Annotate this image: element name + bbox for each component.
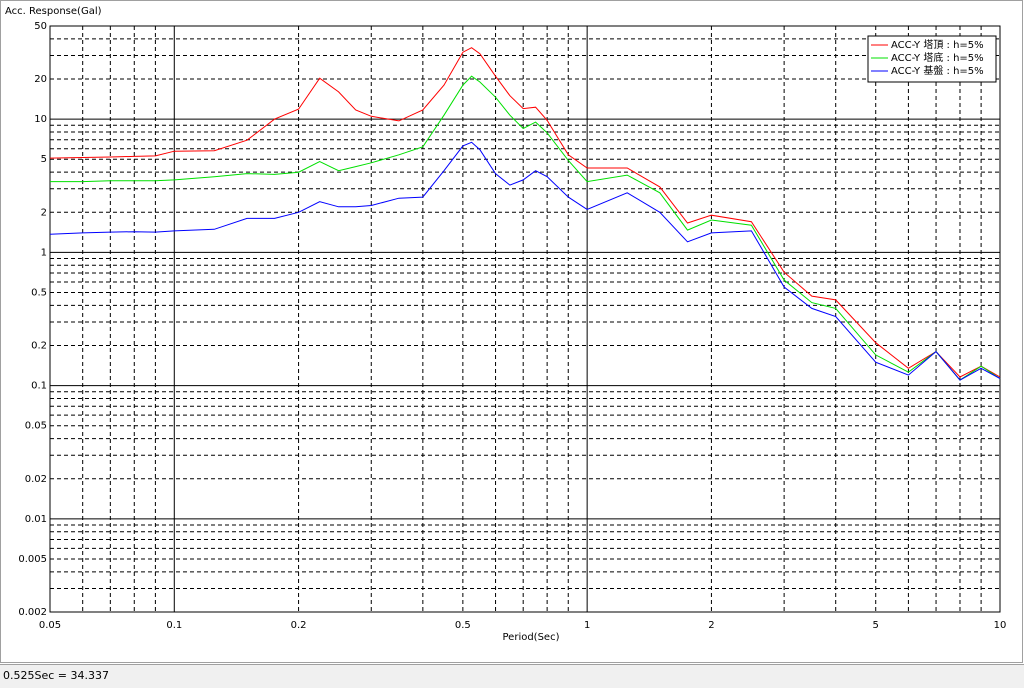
y-tick-label: 0.5 [31,287,47,298]
x-tick-label: 0.1 [166,620,182,631]
y-tick-label: 20 [34,74,47,85]
y-tick-label: 0.002 [18,607,47,618]
y-tick-label: 50 [34,21,47,32]
x-axis-title: Period(Sec) [503,632,560,643]
y-tick-label: 0.2 [31,341,47,352]
x-tick-label: 2 [708,620,714,631]
x-tick-label: 0.05 [39,620,61,631]
window-frame [0,0,1023,663]
series-line [49,47,1001,378]
y-tick-label: 10 [34,114,47,125]
x-tick-label: 10 [994,620,1007,631]
y-tick-label: 0.01 [25,514,47,525]
legend-label: ACC-Y 基盤 : h=5% [891,64,984,77]
series-line [50,75,1001,381]
y-tick-label: 0.005 [18,554,47,565]
y-tick-label: 0.05 [25,421,47,432]
x-tick-label: 0.5 [455,620,471,631]
legend-label: ACC-Y 塔頂 : h=5% [891,38,984,51]
y-tick-label: 2 [41,207,47,218]
y-tick-label: 1 [41,247,47,258]
status-bar: 0.525Sec = 34.337 [0,664,1024,688]
y-tick-label: 0.1 [31,381,47,392]
legend-label: ACC-Y 塔底 : h=5% [891,51,984,64]
x-tick-label: 5 [873,620,879,631]
series-line [49,141,1001,381]
x-tick-label: 0.2 [291,620,307,631]
legend-box [867,35,997,83]
chart: Acc. Response(Gal) Period(Sec) 0.05 0.1 0.… [0,0,1023,663]
y-axis-title: Acc. Response(Gal) [5,6,102,17]
y-tick-label: 0.02 [25,474,47,485]
plot-frame [49,25,1001,613]
y-tick-label: 5 [41,154,47,165]
x-tick-label: 1 [584,620,590,631]
